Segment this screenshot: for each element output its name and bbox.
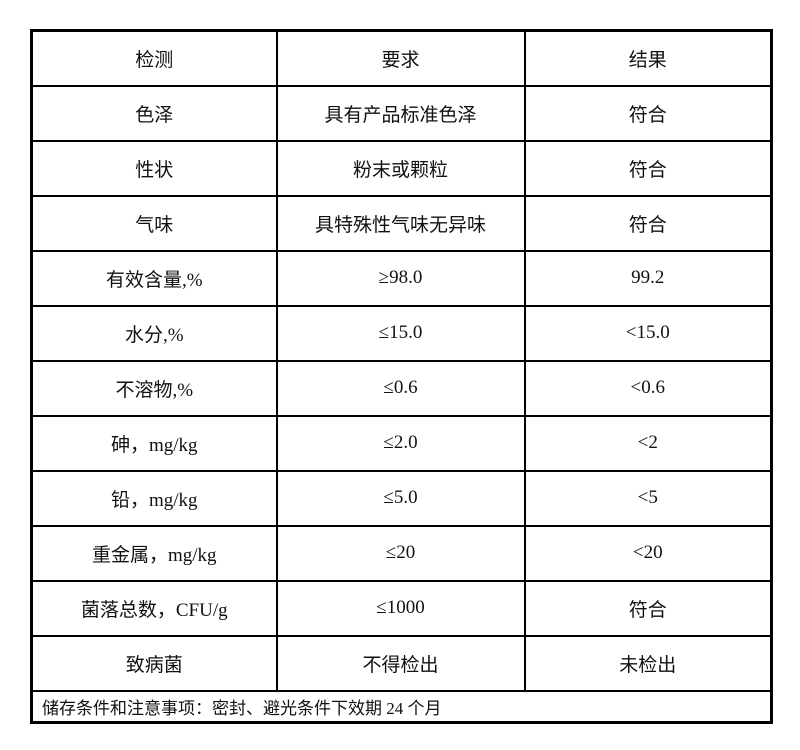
result-cell: <2 [523, 414, 773, 472]
header-requirement: 要求 [275, 29, 526, 87]
storage-note: 储存条件和注意事项：密封、避光条件下效期 24 个月 [30, 689, 773, 723]
requirement-cell: 粉末或颗粒 [275, 139, 526, 197]
requirement-cell: ≤2.0 [275, 414, 526, 472]
result-cell: 符合 [523, 194, 773, 252]
requirement-cell: 具有产品标准色泽 [275, 84, 526, 142]
requirement-cell: ≤5.0 [275, 469, 526, 527]
requirement-cell: ≤15.0 [275, 304, 526, 362]
header-result: 结果 [523, 29, 773, 87]
table-row: 致病菌 不得检出 未检出 [30, 634, 773, 692]
table-row: 菌落总数，CFU/g ≤1000 符合 [30, 579, 773, 637]
requirement-cell: ≤0.6 [275, 359, 526, 417]
requirement-cell: 不得检出 [275, 634, 526, 692]
table-row: 有效含量,% ≥98.0 99.2 [30, 249, 773, 307]
table-row: 性状 粉末或颗粒 符合 [30, 139, 773, 197]
test-item-cell: 气味 [30, 194, 278, 252]
requirement-cell: ≤20 [275, 524, 526, 582]
table-row: 色泽 具有产品标准色泽 符合 [30, 84, 773, 142]
header-test: 检测 [30, 29, 278, 87]
result-cell: <0.6 [523, 359, 773, 417]
table-row: 水分,% ≤15.0 <15.0 [30, 304, 773, 362]
test-item-cell: 不溶物,% [30, 359, 278, 417]
test-item-cell: 色泽 [30, 84, 278, 142]
result-cell: <15.0 [523, 304, 773, 362]
result-cell: 符合 [523, 84, 773, 142]
requirement-cell: 具特殊性气味无异味 [275, 194, 526, 252]
test-item-cell: 菌落总数，CFU/g [30, 579, 278, 637]
table-row: 重金属，mg/kg ≤20 <20 [30, 524, 773, 582]
test-item-cell: 铅，mg/kg [30, 469, 278, 527]
test-item-cell: 重金属，mg/kg [30, 524, 278, 582]
table-row: 不溶物,% ≤0.6 <0.6 [30, 359, 773, 417]
test-item-cell: 水分,% [30, 304, 278, 362]
inspection-table: 检测 要求 结果 色泽 具有产品标准色泽 符合 性状 粉末或颗粒 符合 气味 具… [30, 29, 773, 724]
test-item-cell: 有效含量,% [30, 249, 278, 307]
result-cell: 未检出 [523, 634, 773, 692]
result-cell: 符合 [523, 579, 773, 637]
table-header-row: 检测 要求 结果 [30, 29, 773, 87]
result-cell: <5 [523, 469, 773, 527]
result-cell: 99.2 [523, 249, 773, 307]
result-cell: 符合 [523, 139, 773, 197]
table-footer-row: 储存条件和注意事项：密封、避光条件下效期 24 个月 [30, 689, 773, 723]
result-cell: <20 [523, 524, 773, 582]
table-row: 气味 具特殊性气味无异味 符合 [30, 194, 773, 252]
requirement-cell: ≤1000 [275, 579, 526, 637]
table-row: 铅，mg/kg ≤5.0 <5 [30, 469, 773, 527]
requirement-cell: ≥98.0 [275, 249, 526, 307]
table-row: 砷，mg/kg ≤2.0 <2 [30, 414, 773, 472]
test-item-cell: 砷，mg/kg [30, 414, 278, 472]
test-item-cell: 致病菌 [30, 634, 278, 692]
test-item-cell: 性状 [30, 139, 278, 197]
